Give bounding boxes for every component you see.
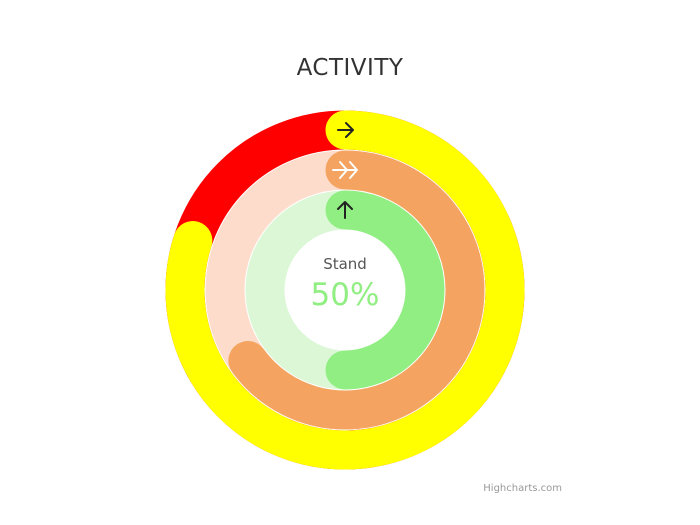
- exercise-arc[interactable]: [228, 150, 485, 430]
- arrow-right-icon-shape: [337, 122, 354, 138]
- icons-layer: [332, 122, 358, 219]
- double-arrow-right-icon-shape: [332, 161, 358, 179]
- center-series-value: 50%: [310, 277, 380, 313]
- double-arrow-right-icon: [332, 161, 358, 179]
- center-label: Stand 50%: [265, 255, 425, 313]
- credits-link[interactable]: Highcharts.com: [483, 483, 562, 494]
- center-series-name: Stand: [323, 255, 367, 273]
- move-arc[interactable]: [165, 110, 525, 470]
- arrow-right-icon: [337, 122, 354, 138]
- arrow-up-icon-shape: [337, 201, 353, 219]
- stand-arc[interactable]: [325, 190, 445, 390]
- arrow-up-icon: [337, 201, 353, 219]
- chart-title: ACTIVITY: [296, 55, 404, 81]
